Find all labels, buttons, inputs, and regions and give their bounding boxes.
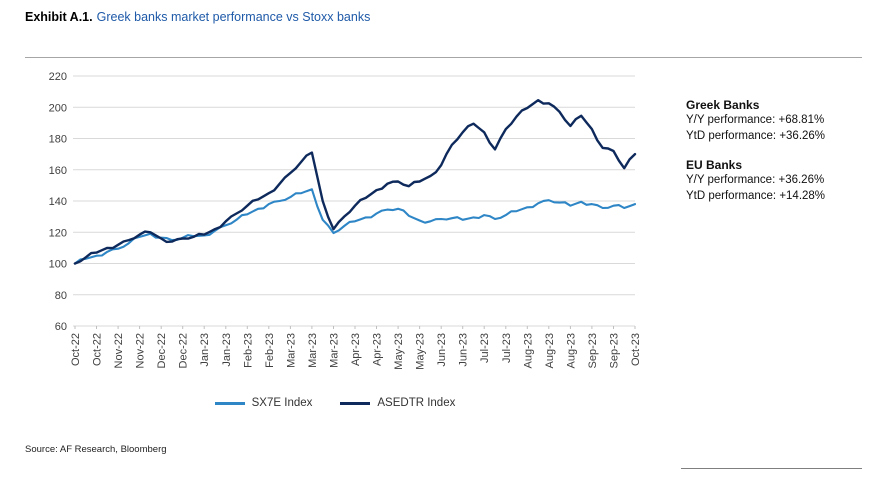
y-tick-label: 100 bbox=[49, 259, 67, 271]
x-tick-label: Apr-23 bbox=[350, 333, 362, 366]
chart-legend: SX7E Index ASEDTR Index bbox=[25, 397, 645, 409]
x-tick-label: Oct-23 bbox=[630, 333, 642, 366]
bottom-divider bbox=[681, 468, 862, 469]
performance-line-chart: 60 80 100 120 140 160 180 200 220 Oct-22 Oct-22 Nov… bbox=[49, 71, 642, 370]
top-divider bbox=[25, 57, 862, 58]
x-tick-label: Aug-23 bbox=[544, 333, 556, 368]
eu-banks-yy: Y/Y performance: +36.26% bbox=[686, 174, 825, 187]
x-tick-label: Oct-22 bbox=[92, 333, 104, 366]
x-tick-label: Mar-23 bbox=[307, 333, 319, 368]
x-tick-label: Nov-22 bbox=[135, 333, 147, 368]
series-line-sx7e-index bbox=[73, 188, 637, 265]
y-tick-label: 160 bbox=[49, 165, 67, 177]
x-tick-label: Jul-23 bbox=[501, 333, 513, 363]
exhibit-label: Exhibit A.1. bbox=[25, 10, 93, 24]
x-tick-label: Feb-23 bbox=[264, 333, 276, 368]
y-tick-label: 80 bbox=[55, 290, 67, 302]
x-tick-label: May-23 bbox=[415, 333, 427, 370]
x-tick-label: Jul-23 bbox=[479, 333, 491, 363]
legend-label: SX7E Index bbox=[251, 397, 313, 409]
greek-banks-yy: Y/Y performance: +68.81% bbox=[686, 114, 825, 127]
eu-banks-title: EU Banks bbox=[686, 158, 743, 173]
x-tick-label: Jun-23 bbox=[436, 333, 448, 367]
y-tick-label: 120 bbox=[49, 227, 67, 239]
greek-banks-ytd: YtD performance: +36.26% bbox=[686, 129, 826, 142]
x-tick-label: Sep-23 bbox=[587, 333, 599, 368]
x-tick-label: May-23 bbox=[393, 333, 405, 370]
legend-item-sx7e-index: SX7E Index bbox=[214, 397, 313, 409]
x-tick-label: Oct-22 bbox=[70, 333, 82, 366]
x-tick-label: Mar-23 bbox=[285, 333, 297, 368]
y-tick-label: 180 bbox=[49, 134, 67, 146]
x-tick-label: Jan-23 bbox=[199, 333, 211, 367]
legend-label: ASEDTR Index bbox=[377, 397, 456, 409]
legend-item-asedtr-index: ASEDTR Index bbox=[340, 397, 455, 409]
y-tick-label: 200 bbox=[49, 102, 67, 114]
y-tick-label: 140 bbox=[49, 196, 67, 208]
greek-banks-title: Greek Banks bbox=[686, 98, 760, 112]
y-tick-label: 60 bbox=[55, 321, 67, 333]
x-tick-label: Dec-22 bbox=[178, 333, 190, 368]
source-note: Source: AF Research, Bloomberg bbox=[25, 444, 167, 455]
x-tick-label: Aug-23 bbox=[565, 333, 577, 368]
x-tick-label: Mar-23 bbox=[329, 333, 341, 368]
eu-banks-ytd: YtD performance: +14.28% bbox=[686, 189, 826, 202]
greek-banks-block: Greek Banks Y/Y performance: +68.81% YtD… bbox=[686, 97, 871, 144]
page-title: Exhibit A.1. Greek banks market performan… bbox=[25, 10, 370, 24]
x-tick-label: Jan-23 bbox=[221, 333, 233, 367]
legend-line-swatch bbox=[214, 401, 245, 405]
series-line-asedtr-index bbox=[73, 99, 637, 265]
x-tick-label: Dec-22 bbox=[156, 333, 168, 368]
x-tick-label: Sep-23 bbox=[609, 333, 621, 368]
y-tick-label: 220 bbox=[49, 71, 67, 83]
x-tick-label: Feb-23 bbox=[242, 333, 254, 368]
x-tick-label: Aug-23 bbox=[522, 333, 534, 368]
x-tick-label: Apr-23 bbox=[372, 333, 384, 366]
x-tick-label: Nov-22 bbox=[113, 333, 125, 368]
legend-line-swatch bbox=[340, 401, 371, 405]
chart-area: 60 80 100 120 140 160 180 200 220 Oct-22 Oct-22 Nov… bbox=[25, 62, 665, 409]
performance-summary: Greek Banks Y/Y performance: +68.81% YtD… bbox=[686, 97, 871, 204]
x-tick-label: Jun-23 bbox=[458, 333, 470, 367]
eu-banks-block: EU Banks Y/Y performance: +36.26% YtD pe… bbox=[686, 157, 871, 204]
chart-title: Greek banks market performance vs Stoxx … bbox=[96, 10, 371, 24]
